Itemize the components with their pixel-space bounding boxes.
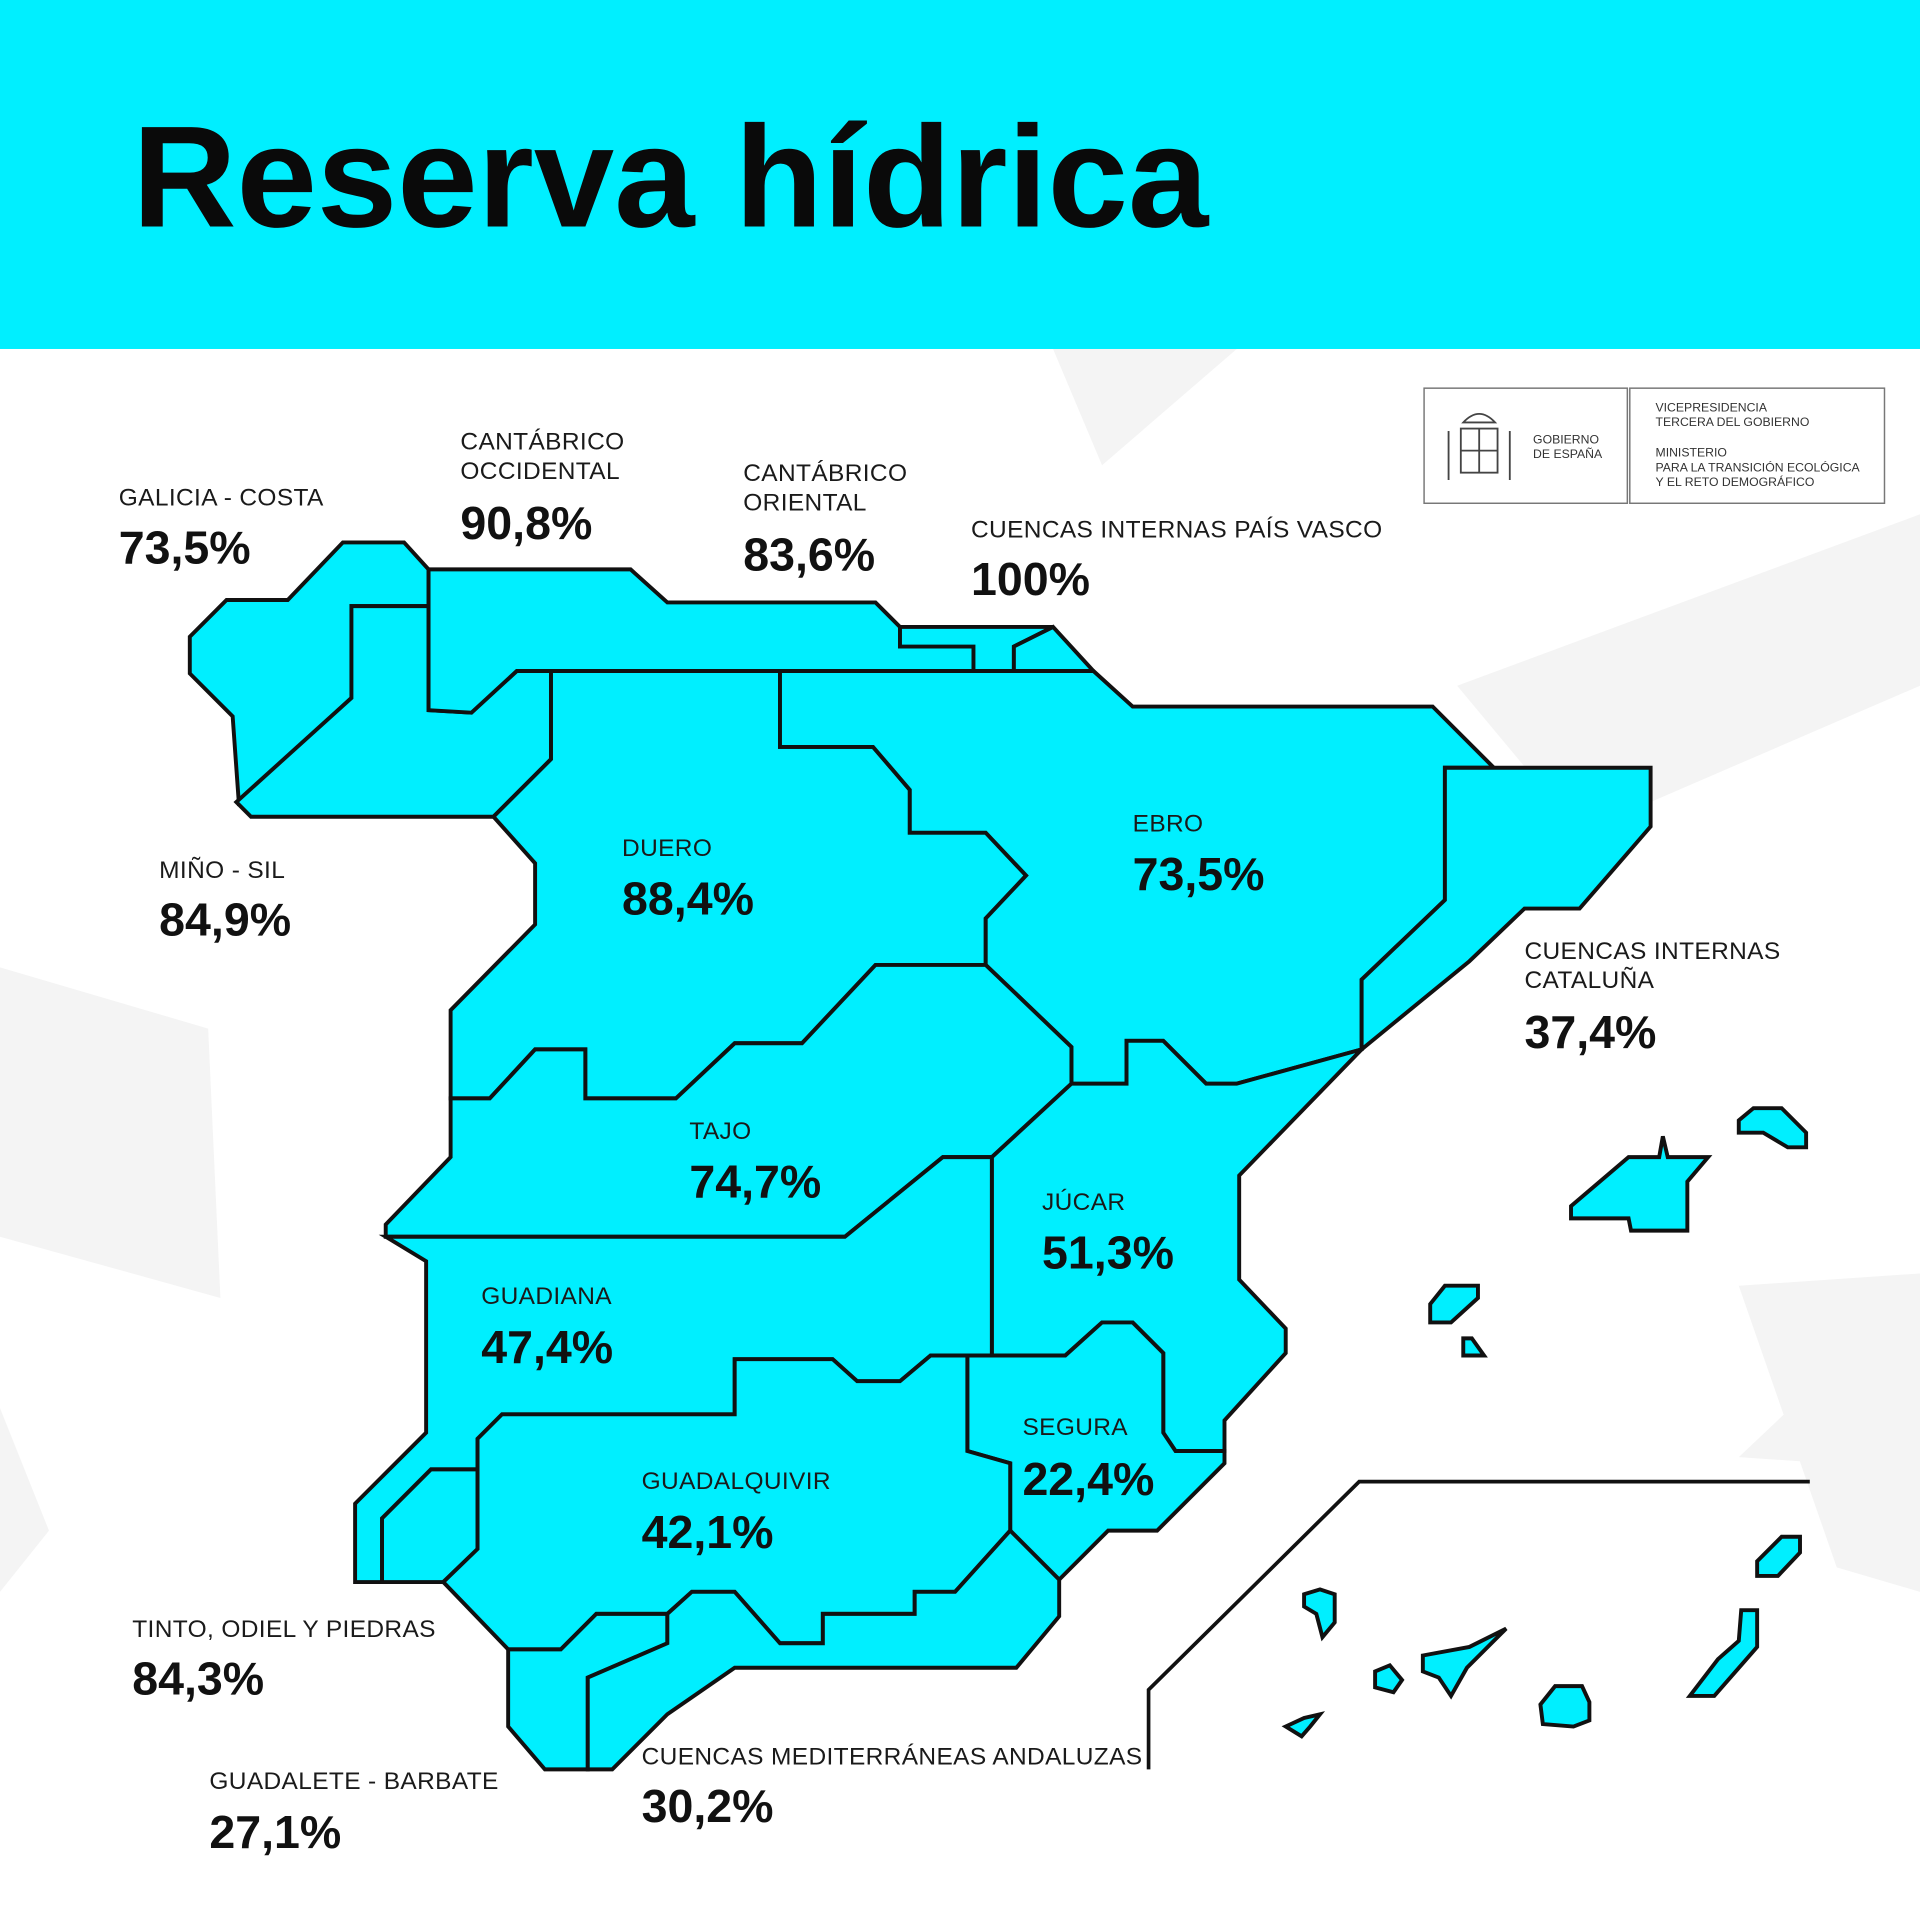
background-shapes (0, 348, 1920, 1592)
basin-name: TINTO, ODIEL Y PIEDRAS (132, 1616, 436, 1643)
basin-value: 83,6% (743, 529, 875, 581)
basin-value: 22,4% (1022, 1453, 1154, 1505)
label-cantabrico-oriental: CANTÁBRICO ORIENTAL 83,6% (743, 460, 907, 580)
island-la-palma[interactable] (1302, 1587, 1337, 1642)
label-duero: DUERO 88,4% (622, 835, 754, 925)
basin-name: TAJO (689, 1118, 751, 1145)
island-fuerteventura[interactable] (1685, 1608, 1760, 1698)
basin-regions (187, 540, 1809, 1772)
island-gran-canaria[interactable] (1538, 1684, 1592, 1729)
island-la-gomera[interactable] (1373, 1662, 1405, 1695)
basin-value: 73,5% (119, 521, 251, 573)
label-cataluna: CUENCAS INTERNAS CATALUÑA 37,4% (1524, 938, 1780, 1058)
island-mallorca[interactable] (1569, 1135, 1713, 1233)
logo-right-line-2: TERCERA DEL GOBIERNO (1656, 415, 1810, 429)
basin-name: MIÑO - SIL (159, 857, 285, 884)
basin-value: 30,2% (642, 1780, 774, 1832)
basin-value: 51,3% (1042, 1227, 1174, 1279)
canary-islands (1281, 1534, 1802, 1739)
basin-value: 88,4% (622, 873, 754, 925)
label-mediterraneas-andaluzas: CUENCAS MEDITERRÁNEAS ANDALUZAS 30,2% (642, 1743, 1143, 1832)
basin-name: SEGURA (1022, 1414, 1128, 1441)
island-el-hierro[interactable] (1281, 1711, 1326, 1739)
region-cuencas-internas-cataluna[interactable] (1359, 765, 1653, 1054)
basin-name: ORIENTAL (743, 490, 867, 517)
basin-value: 100% (971, 553, 1090, 605)
island-menorca[interactable] (1736, 1106, 1809, 1150)
basin-value: 84,3% (132, 1653, 264, 1705)
basin-name: GALICIA - COSTA (119, 485, 324, 512)
basin-value: 73,5% (1133, 848, 1265, 900)
basin-value: 84,9% (159, 894, 291, 946)
government-logo: GOBIERNO DE ESPAÑA VICEPRESIDENCIA TERCE… (1423, 387, 1886, 504)
label-guadalete-barbate: GUADALETE - BARBATE 27,1% (209, 1768, 498, 1858)
label-ebro: EBRO 73,5% (1133, 810, 1265, 900)
basin-value: 37,4% (1524, 1006, 1656, 1058)
logo-left-line-2: DE ESPAÑA (1533, 447, 1603, 461)
island-formentera[interactable] (1461, 1336, 1488, 1358)
island-tenerife[interactable] (1420, 1626, 1508, 1700)
basin-name: CANTÁBRICO (743, 460, 907, 487)
label-galicia-costa: GALICIA - COSTA 73,5% (119, 485, 324, 574)
island-lanzarote[interactable] (1755, 1534, 1802, 1578)
logo-right-line-4: PARA LA TRANSICIÓN ECOLÓGICA (1656, 459, 1861, 474)
logo-left-line-1: GOBIERNO (1533, 432, 1599, 446)
basin-value: 47,4% (481, 1321, 613, 1373)
island-ibiza[interactable] (1428, 1283, 1480, 1325)
basin-value: 74,7% (689, 1156, 821, 1208)
label-pais-vasco: CUENCAS INTERNAS PAÍS VASCO 100% (971, 517, 1382, 606)
label-tajo: TAJO 74,7% (689, 1118, 821, 1208)
header-band (0, 0, 1920, 349)
basin-name: DUERO (622, 835, 712, 862)
label-guadiana: GUADIANA 47,4% (481, 1283, 613, 1373)
basin-name: GUADALQUIVIR (642, 1468, 831, 1495)
basin-name: GUADIANA (481, 1283, 612, 1310)
basin-value: 27,1% (209, 1806, 341, 1858)
basin-name: CUENCAS MEDITERRÁNEAS ANDALUZAS (642, 1743, 1143, 1770)
label-cantabrico-occidental: CANTÁBRICO OCCIDENTAL 90,8% (460, 428, 624, 548)
basin-name: CUENCAS INTERNAS PAÍS VASCO (971, 517, 1382, 544)
basin-name: CUENCAS INTERNAS (1524, 938, 1780, 965)
coat-of-arms-icon (1447, 412, 1511, 480)
basin-name: JÚCAR (1042, 1189, 1125, 1216)
label-guadalquivir: GUADALQUIVIR 42,1% (642, 1468, 831, 1558)
basin-value: 90,8% (460, 497, 592, 549)
label-segura: SEGURA 22,4% (1022, 1414, 1154, 1505)
page-title: Reserva hídrica (132, 96, 1210, 258)
logo-right-line-1: VICEPRESIDENCIA (1656, 400, 1768, 414)
label-jucar: JÚCAR 51,3% (1042, 1189, 1174, 1279)
basin-labels: GALICIA - COSTA 73,5% CANTÁBRICO OCCIDEN… (119, 428, 1780, 1858)
basin-name: GUADALETE - BARBATE (209, 1768, 498, 1795)
logo-right-line-5: Y EL RETO DEMOGRÁFICO (1656, 474, 1815, 489)
basin-name: EBRO (1133, 810, 1204, 837)
label-tinto-odiel-piedras: TINTO, ODIEL Y PIEDRAS 84,3% (132, 1616, 436, 1705)
basin-name: OCCIDENTAL (460, 458, 620, 485)
canary-inset-frame (1146, 1479, 1810, 1770)
basin-name: CATALUÑA (1524, 967, 1654, 994)
basin-name: CANTÁBRICO (460, 428, 624, 455)
region-mediterraneas-andaluzas[interactable] (585, 1527, 1062, 1772)
basin-value: 42,1% (642, 1506, 774, 1558)
logo-right-line-3: MINISTERIO (1656, 446, 1727, 460)
label-mino-sil: MIÑO - SIL 84,9% (159, 857, 291, 946)
